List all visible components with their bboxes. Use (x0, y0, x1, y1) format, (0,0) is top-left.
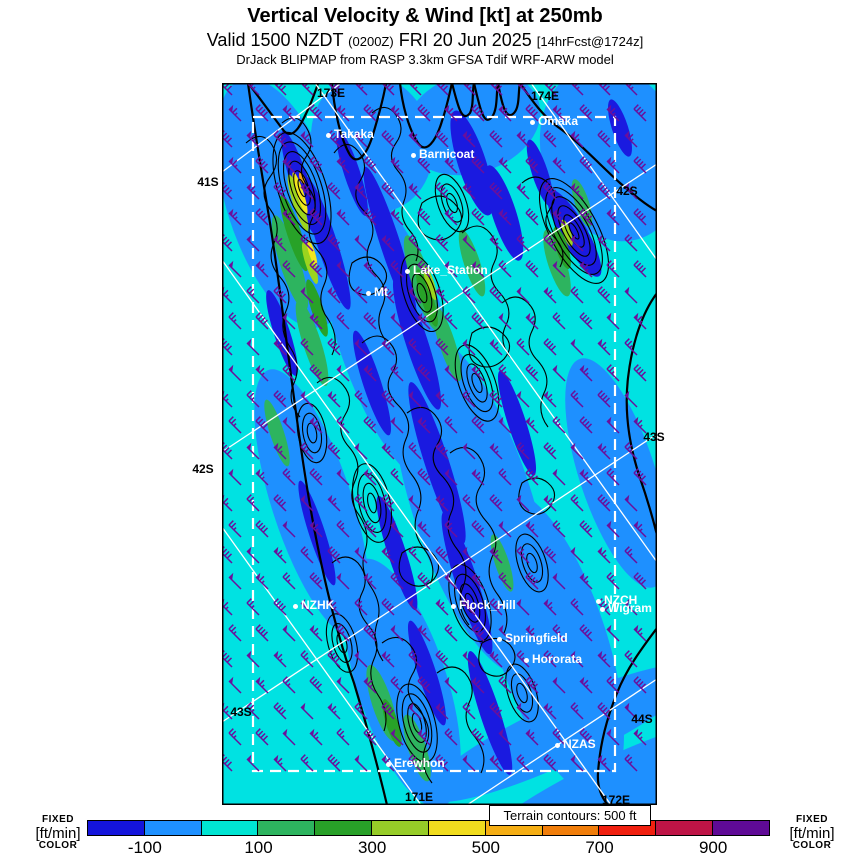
colorbar-segment (427, 820, 486, 836)
colorbar-segment (712, 820, 770, 836)
colorbar-tick: -100 (127, 838, 162, 857)
units-ftmin-label: [ft/min] (789, 824, 835, 842)
colorbar-tick: 100 (244, 838, 273, 857)
units-fixed-label: FIXED (796, 814, 828, 825)
colorbar-units-left: FIXED [ft/min] COLOR (18, 814, 98, 852)
domain-boundary (251, 115, 617, 773)
valid-zulu: (0200Z) (348, 34, 394, 49)
valid-fcst: [14hrFcst@1724z] (536, 34, 644, 49)
colorbar-segment (200, 820, 259, 836)
page-title: Vertical Velocity & Wind [kt] at 250mb (247, 5, 603, 27)
valid-prefix: Valid 1500 NZDT (206, 30, 349, 50)
units-color-label: COLOR (38, 840, 78, 852)
map-border (222, 83, 657, 805)
header: Vertical Velocity & Wind [kt] at 250mb V… (0, 0, 850, 67)
colorbar-segment (655, 820, 714, 836)
colorbar-tick: 500 (471, 838, 501, 857)
colorbar-segment (314, 820, 373, 836)
map-canvas (222, 83, 657, 805)
valid-time-line: Valid 1500 NZDT (0200Z) FRI 20 Jun 2025 … (0, 30, 850, 51)
colorbar-tick: 300 (357, 838, 387, 857)
colorbar (87, 820, 770, 836)
grid-label-42s: 42S (192, 462, 214, 476)
colorbar-segment (257, 820, 316, 836)
colorbar-segment (371, 820, 429, 836)
units-ftmin-label: [ft/min] (35, 824, 81, 842)
colorbar-segment (143, 820, 202, 836)
model-line: DrJack BLIPMAP from RASP 3.3km GFSA Tdif… (236, 52, 614, 67)
grid-label-41s: 41S (197, 175, 219, 189)
valid-date: FRI 20 Jun 2025 (393, 30, 537, 50)
units-fixed-label: FIXED (42, 814, 74, 825)
units-color-label: COLOR (792, 840, 832, 852)
forecast-map (222, 83, 657, 805)
field-orange (298, 172, 306, 184)
colorbar-segment (87, 820, 145, 836)
colorbar-tick: 700 (585, 838, 614, 857)
colorbar-tick: 900 (698, 838, 728, 857)
colorbar-units-right: FIXED [ft/min] COLOR (772, 814, 850, 852)
terrain-note: Terrain contours: 500 ft (489, 805, 651, 826)
